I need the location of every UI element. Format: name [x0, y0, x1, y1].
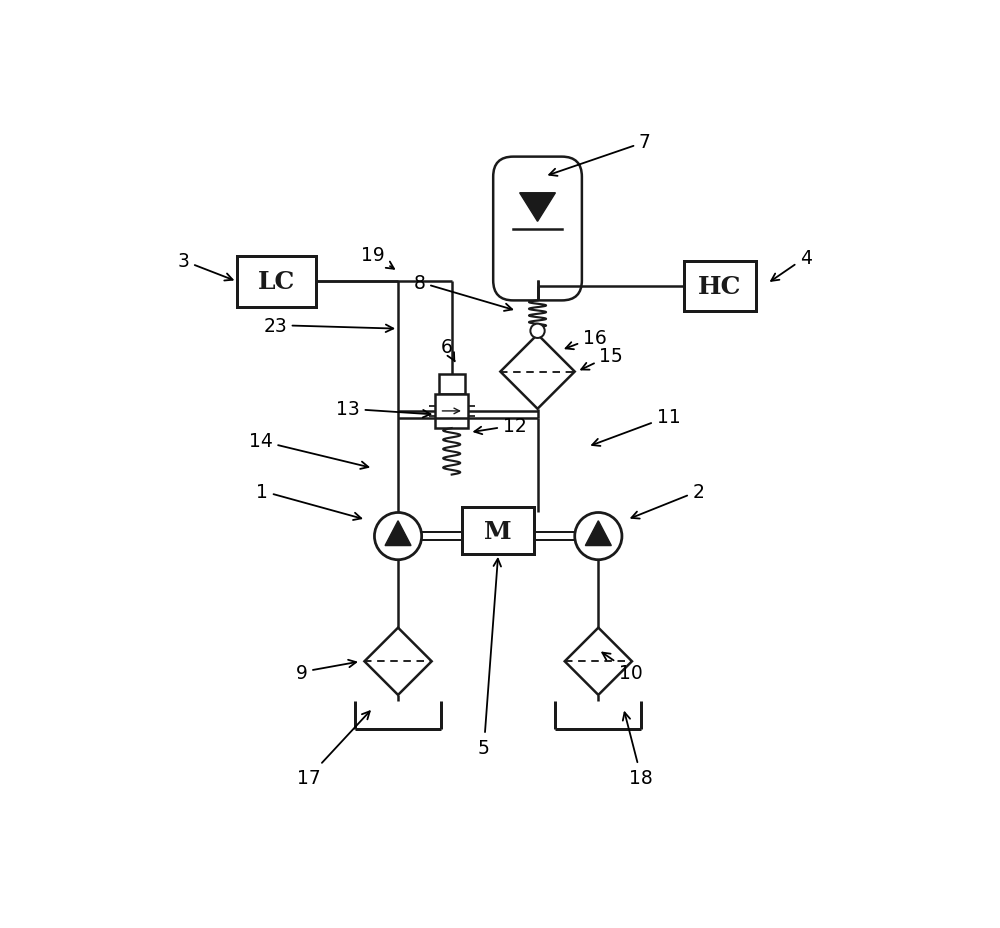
Text: 3: 3 [178, 251, 233, 281]
Bar [684, 262, 756, 312]
Polygon shape [364, 628, 432, 695]
Bar [237, 256, 316, 308]
Bar [462, 508, 534, 554]
Text: 9: 9 [296, 660, 356, 682]
Circle shape [374, 513, 422, 561]
Text: 6: 6 [441, 338, 455, 362]
Text: M: M [484, 519, 512, 543]
Text: 10: 10 [602, 653, 642, 682]
Text: 16: 16 [566, 329, 607, 350]
Polygon shape [500, 335, 575, 409]
Bar [439, 375, 465, 394]
Text: 14: 14 [249, 432, 368, 470]
Polygon shape [385, 522, 411, 546]
Circle shape [575, 513, 622, 561]
Text: 1: 1 [256, 482, 361, 521]
Bar [435, 394, 468, 429]
Text: 8: 8 [414, 274, 512, 312]
Circle shape [530, 324, 545, 339]
Polygon shape [565, 628, 632, 695]
Text: 18: 18 [623, 713, 653, 787]
Text: LC: LC [258, 270, 295, 294]
Text: 4: 4 [771, 249, 812, 281]
Text: 19: 19 [361, 246, 394, 269]
Polygon shape [585, 522, 611, 546]
Text: 5: 5 [478, 560, 501, 757]
Text: HC: HC [698, 275, 742, 299]
FancyBboxPatch shape [493, 158, 582, 301]
Text: 7: 7 [549, 134, 651, 176]
Text: 11: 11 [592, 407, 680, 446]
Text: 12: 12 [474, 417, 527, 435]
Text: 15: 15 [581, 346, 623, 370]
Text: 23: 23 [263, 316, 393, 335]
Polygon shape [520, 194, 555, 222]
Text: 2: 2 [631, 482, 704, 519]
Text: 17: 17 [297, 712, 370, 787]
Text: 13: 13 [336, 400, 430, 419]
